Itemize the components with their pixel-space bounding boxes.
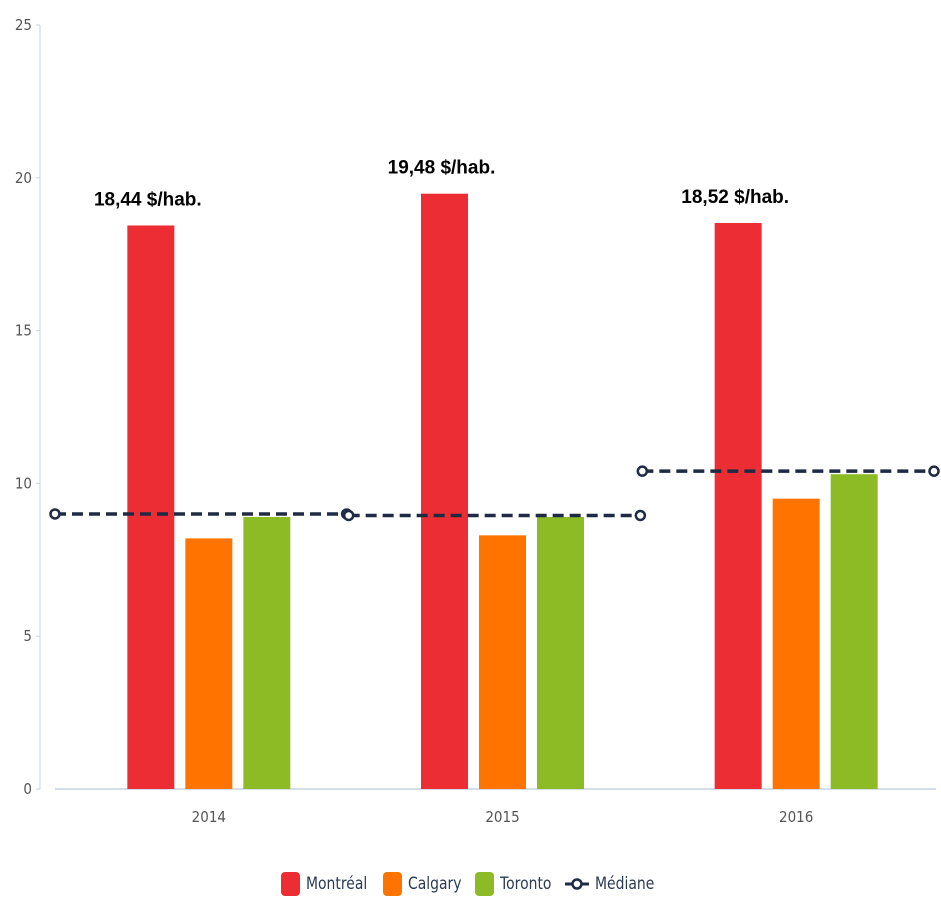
- legend-label-toronto: Toronto: [500, 874, 552, 894]
- x-tick-label: 2014: [192, 808, 226, 826]
- legend-label-montreal: Montréal: [306, 874, 368, 894]
- bar-montreal-2016[interactable]: [714, 223, 762, 789]
- legend: Montréal Calgary Toronto Médiane: [0, 872, 941, 896]
- bar-montreal-2015[interactable]: [421, 193, 468, 790]
- median-marker-2016-end: [928, 465, 940, 477]
- bars: [127, 193, 878, 790]
- data-label-2016: 18,52 $/hab.: [681, 187, 789, 208]
- legend-item-toronto[interactable]: Toronto: [475, 872, 555, 896]
- bar-calgary-2015[interactable]: [479, 535, 526, 789]
- data-labels: 18,44 $/hab. 19,48 $/hab. 18,52 $/hab.: [94, 158, 789, 211]
- bar-montreal-2014[interactable]: [127, 225, 175, 789]
- legend-label-median: Médiane: [595, 874, 655, 894]
- y-tick-label: 15: [15, 322, 32, 340]
- median-marker-2015-start: [342, 509, 355, 522]
- y-tick-label: 25: [15, 16, 32, 34]
- bar-chart: 0 5 10 15 20 25 2014 2015 2016 18,44 $/hab. 19,4…: [15, 16, 940, 826]
- median-lines: [49, 465, 940, 522]
- bar-toronto-2015[interactable]: [537, 517, 584, 789]
- legend-swatch-calgary: [383, 872, 403, 896]
- x-tick-label: 2016: [779, 808, 813, 826]
- y-tick-label: 10: [15, 474, 32, 492]
- y-axis: 0 5 10 15 20 25: [15, 16, 41, 798]
- legend-swatch-montreal: [281, 872, 301, 896]
- data-label-2015: 19,48 $/hab.: [388, 158, 496, 179]
- bar-toronto-2016[interactable]: [830, 474, 878, 789]
- legend-label-calgary: Calgary: [408, 874, 462, 894]
- legend-swatch-toronto: [475, 872, 495, 896]
- median-marker-2014-start: [49, 508, 61, 520]
- bar-toronto-2014[interactable]: [243, 517, 291, 789]
- x-tick-label: 2015: [485, 808, 519, 826]
- y-tick-label: 20: [15, 169, 32, 187]
- y-tick-label: 5: [23, 627, 32, 645]
- median-legend-icon: [565, 878, 590, 890]
- legend-item-montreal[interactable]: Montréal: [281, 872, 373, 896]
- legend-item-median[interactable]: Médiane: [565, 874, 659, 894]
- median-marker-2015-end: [634, 509, 647, 522]
- bar-calgary-2016[interactable]: [772, 498, 820, 789]
- median-marker-2016-start: [636, 465, 649, 477]
- legend-item-calgary[interactable]: Calgary: [383, 872, 465, 896]
- x-axis: 2014 2015 2016: [55, 788, 936, 826]
- y-tick-label: 0: [23, 780, 32, 798]
- bar-calgary-2014[interactable]: [185, 538, 233, 789]
- data-label-2014: 18,44 $/hab.: [94, 189, 202, 210]
